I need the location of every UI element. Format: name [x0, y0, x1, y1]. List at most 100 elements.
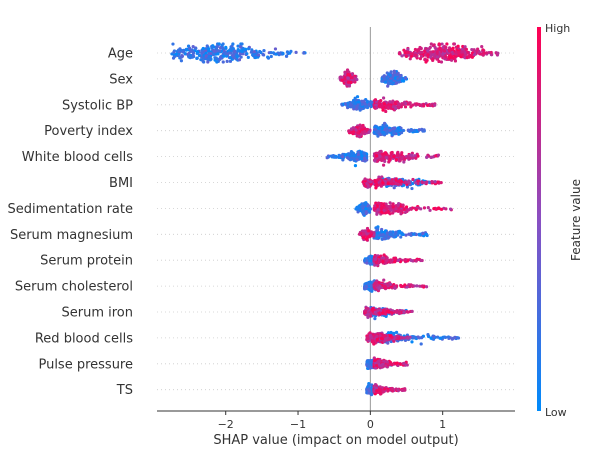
shap-point	[376, 208, 380, 212]
shap-point	[387, 210, 391, 215]
shap-point	[228, 59, 233, 63]
shap-point	[394, 157, 399, 162]
shap-point	[381, 362, 385, 366]
shap-point	[400, 79, 405, 83]
shap-point	[390, 362, 394, 366]
shap-point	[385, 360, 390, 364]
shap-point	[361, 231, 366, 236]
shap-point	[365, 258, 369, 262]
shap-point	[380, 158, 384, 162]
shap-point	[273, 47, 278, 51]
shap-point	[351, 100, 355, 104]
shap-point	[237, 58, 242, 62]
shap-point	[433, 180, 437, 184]
shap-point	[294, 50, 298, 54]
shap-point	[218, 49, 222, 53]
shap-point	[236, 49, 240, 53]
shap-point	[418, 103, 422, 108]
shap-point	[448, 207, 453, 211]
shap-point	[224, 45, 228, 49]
shap-point	[414, 156, 418, 160]
shap-point	[425, 155, 429, 160]
shap-point	[362, 151, 367, 155]
shap-point	[441, 52, 445, 56]
shap-point	[269, 54, 273, 59]
shap-point	[285, 50, 290, 54]
shap-point	[411, 177, 415, 182]
shap-point	[188, 55, 192, 59]
shap-point	[374, 124, 378, 129]
shap-point	[426, 53, 430, 57]
shap-point	[377, 202, 381, 206]
shap-point	[346, 101, 350, 105]
shap-point	[406, 208, 411, 212]
shap-point	[368, 280, 372, 284]
shap-point	[370, 100, 374, 104]
shap-point	[356, 131, 360, 135]
shap-point	[245, 52, 249, 56]
shap-point	[378, 154, 382, 158]
shap-point	[373, 159, 377, 163]
shap-point	[284, 54, 289, 58]
shap-point	[368, 331, 372, 335]
shap-point	[433, 103, 437, 107]
feature-row-points	[170, 42, 500, 64]
shap-point	[466, 50, 470, 54]
feature-row-points	[362, 278, 429, 293]
shap-point	[386, 389, 390, 393]
shap-point	[409, 105, 413, 109]
shap-point	[396, 209, 400, 213]
shap-point	[176, 48, 181, 52]
shap-point	[214, 56, 218, 60]
shap-point	[437, 59, 441, 64]
feature-row-points	[354, 201, 453, 217]
shap-point	[375, 211, 379, 215]
shap-point	[381, 163, 386, 167]
shap-point	[396, 71, 400, 75]
shap-point	[450, 337, 454, 341]
shap-point	[453, 59, 458, 63]
shap-point	[464, 47, 468, 51]
shap-point	[481, 48, 485, 52]
shap-point	[197, 53, 202, 58]
shap-point	[229, 47, 233, 51]
shap-point	[394, 81, 399, 85]
shap-point	[254, 55, 258, 60]
shap-point	[400, 388, 404, 392]
shap-point	[392, 131, 396, 136]
shap-point	[477, 50, 481, 54]
shap-point	[392, 331, 396, 335]
shap-point	[396, 258, 401, 262]
shap-point	[387, 102, 391, 106]
shap-point	[399, 209, 403, 213]
shap-point	[398, 155, 402, 159]
shap-point	[278, 52, 282, 56]
shap-point	[403, 105, 408, 109]
shap-point	[435, 55, 440, 59]
shap-point	[423, 57, 427, 61]
shap-point	[402, 160, 406, 164]
shap-point	[191, 53, 195, 57]
shap-point	[373, 358, 377, 362]
shap-point	[193, 46, 198, 50]
shap-point	[362, 156, 367, 160]
feature-row-points	[361, 175, 443, 191]
feature-row-points	[365, 381, 407, 397]
shap-point	[386, 341, 390, 345]
shap-point	[189, 48, 193, 52]
shap-point	[419, 258, 423, 263]
shap-point	[398, 310, 402, 314]
shap-point	[354, 107, 359, 111]
shap-point	[405, 285, 409, 289]
shap-point	[238, 44, 243, 49]
shap-point	[429, 336, 433, 340]
shap-point	[372, 127, 377, 132]
shap-point	[388, 104, 392, 109]
shap-point	[181, 50, 185, 54]
shap-point	[457, 50, 461, 55]
shap-point	[356, 205, 360, 210]
shap-point	[444, 55, 448, 59]
shap-point	[340, 78, 344, 82]
shap-point	[429, 50, 433, 54]
shap-point	[399, 336, 403, 340]
